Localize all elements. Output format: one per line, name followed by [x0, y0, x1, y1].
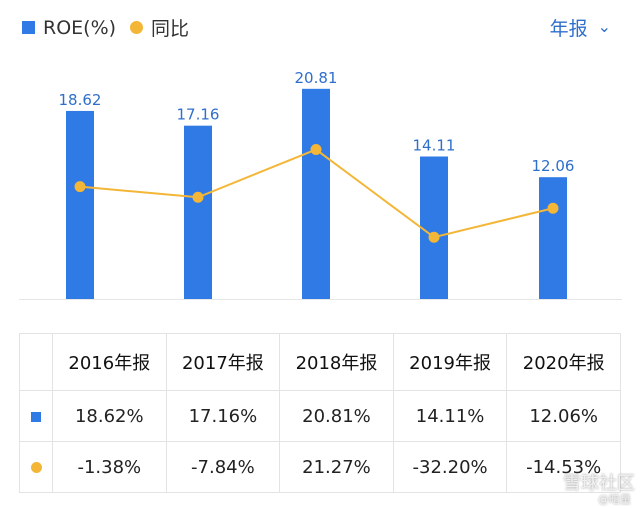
yoy-point: [74, 181, 86, 193]
roe-bar: [539, 177, 567, 299]
roe-bar-value-label: 14.11: [413, 136, 456, 154]
yoy-cell: -1.38%: [52, 441, 167, 493]
yoy-legend-swatch: [130, 21, 144, 34]
header-cell: 2017年报: [165, 333, 281, 391]
roe-bar-value-label: 17.16: [177, 106, 220, 124]
roe-data-table: 2016年报 2017年报 2018年报 2019年报 2020年报 18.62…: [19, 333, 621, 493]
chart-legend: ROE(%) 同比: [22, 14, 189, 41]
yoy-point: [428, 231, 440, 243]
square-marker-icon: [31, 411, 41, 422]
dot-marker-icon: [30, 461, 42, 473]
yoy-point: [310, 144, 322, 156]
yoy-legend-label: 同比: [151, 18, 190, 40]
roe-bar: [184, 125, 212, 300]
roe-legend-label: ROE(%): [43, 16, 117, 39]
roe-cell: 20.81%: [279, 390, 394, 442]
yoy-cell: 21.27%: [279, 441, 394, 493]
roe-bar-value-label: 12.06: [532, 157, 575, 175]
header-cell: 2020年报: [506, 333, 621, 391]
period-selector[interactable]: 年报 ⌄: [550, 14, 611, 41]
roe-cell: 17.16%: [165, 390, 281, 442]
yoy-cell: -7.84%: [165, 441, 281, 493]
roe-bar: [302, 88, 330, 299]
watermark-handle: @暗量: [598, 493, 631, 506]
roe-legend-swatch: [22, 21, 35, 34]
table-corner: [19, 333, 53, 391]
table-row-roe: 18.62% 17.16% 20.81% 14.11% 12.06%: [19, 390, 621, 442]
yoy-point: [547, 202, 559, 214]
roe-chart: 18.62 17.16 20.81 14.11 12.06: [19, 69, 622, 300]
table-header-row: 2016年报 2017年报 2018年报 2019年报 2020年报: [19, 333, 621, 391]
yoy-point: [192, 191, 204, 203]
roe-cell: 18.62%: [52, 390, 167, 442]
roe-bar-value-label: 18.62: [59, 91, 102, 109]
roe-cell: 12.06%: [506, 390, 621, 442]
roe-bar: [420, 156, 448, 299]
roe-row-marker: [19, 390, 53, 442]
header-cell: 2019年报: [392, 333, 508, 391]
yoy-cell: -32.20%: [392, 441, 508, 493]
watermark-text: 雪球社区: [563, 473, 635, 494]
yoy-cell: -14.53%: [506, 441, 621, 493]
roe-cell: 14.11%: [392, 390, 508, 442]
chevron-down-icon: ⌄: [597, 17, 611, 36]
header-cell: 2016年报: [52, 333, 167, 391]
yoy-row-marker: [19, 441, 53, 493]
period-selector-label: 年报: [549, 18, 588, 40]
roe-bar-value-label: 20.81: [295, 69, 338, 87]
table-row-yoy: -1.38% -7.84% 21.27% -32.20% -14.53%: [19, 441, 621, 493]
roe-bar: [66, 110, 94, 299]
header-cell: 2018年报: [279, 333, 394, 391]
